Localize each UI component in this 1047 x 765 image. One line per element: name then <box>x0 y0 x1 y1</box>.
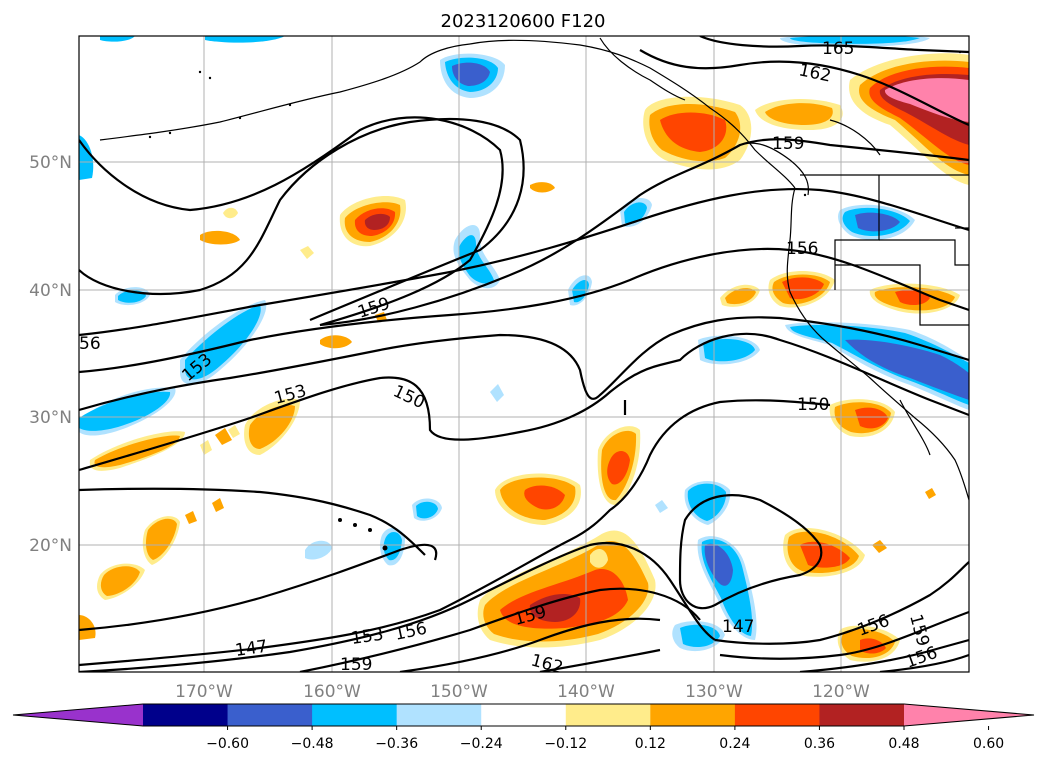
contour-147b <box>79 543 438 632</box>
colorbar-cell <box>143 704 229 726</box>
lon-label: 150°W <box>430 682 488 702</box>
contour-closed-low <box>678 494 823 610</box>
contour-label: 150 <box>797 395 829 415</box>
colorbar-cell <box>227 704 313 726</box>
colorbar-cell <box>734 704 820 726</box>
colorbar-tick-label: −0.48 <box>291 736 334 752</box>
colorbar: −0.60 −0.48 −0.36 −0.24 −0.12 0.12 0.24 0.36 0.4… <box>12 703 1035 752</box>
contour-162b <box>539 648 661 672</box>
contour-153b <box>79 541 716 672</box>
contour-label: 159 <box>772 134 804 154</box>
contour-156d <box>719 610 969 660</box>
contour-147 <box>79 487 426 556</box>
colorbar-tick-label: −0.24 <box>460 736 503 752</box>
contour-150b <box>79 399 831 667</box>
contour-label: 147 <box>234 637 269 661</box>
colorbar-tick-label: 0.60 <box>973 736 1004 752</box>
contour-147c <box>714 561 969 645</box>
map-frame <box>78 35 970 673</box>
lon-label: 170°W <box>175 682 233 702</box>
contour-156e <box>879 653 969 672</box>
colorbar-cell <box>396 704 482 726</box>
colorbar-cell <box>481 704 567 726</box>
contour-156 <box>79 187 969 337</box>
lon-label: 160°W <box>303 682 361 702</box>
latitude-labels: 50°N 40°N 30°N 20°N <box>29 153 72 556</box>
colorbar-tick-label: −0.12 <box>544 736 587 752</box>
contour-label: 56 <box>79 334 101 354</box>
colorbar-extend-low <box>13 704 143 726</box>
lat-label: 40°N <box>29 281 72 301</box>
lat-label: 30°N <box>29 408 72 428</box>
contour-159 <box>79 116 969 327</box>
lat-label: 20°N <box>29 536 72 556</box>
lon-label: 120°W <box>812 682 870 702</box>
contour-label: 165 <box>822 39 854 59</box>
longitude-labels: 170°W 160°W 150°W 140°W 130°W 120°W <box>175 682 870 702</box>
map-area: 165 162 159 156 159 56 153 153 150 150 1… <box>79 36 969 679</box>
contour-159d <box>799 638 969 672</box>
contour-label: 156 <box>786 239 818 259</box>
contour-label: 153 <box>350 625 385 649</box>
lon-label: 130°W <box>685 682 743 702</box>
contour-159b <box>79 117 525 322</box>
colorbar-tick-label: −0.36 <box>375 736 418 752</box>
map-title: 2023120600 F120 <box>441 11 606 32</box>
colorbar-tick-label: 0.24 <box>719 736 750 752</box>
colorbar-cell <box>565 704 651 726</box>
contour-156b <box>79 247 969 374</box>
contour-label: 147 <box>722 617 754 637</box>
contour-165 <box>699 36 969 54</box>
lon-label: 140°W <box>557 682 615 702</box>
colorbar-tick-label: 0.36 <box>804 736 835 752</box>
gridlines <box>79 36 969 672</box>
contour-159c <box>399 617 661 672</box>
colorbar-cell <box>819 704 905 726</box>
colorbar-outline <box>12 703 1035 727</box>
colorbar-extend-high <box>904 704 1034 726</box>
contour-156c <box>299 587 701 672</box>
lat-label: 50°N <box>29 153 72 173</box>
colorbar-tick-label: 0.48 <box>888 736 919 752</box>
coastlines <box>99 37 969 501</box>
colorbar-cell <box>650 704 736 726</box>
contour-label: 162 <box>529 651 566 679</box>
contour-150 <box>79 332 969 472</box>
colorbar-tick-label: −0.60 <box>206 736 249 752</box>
height-contours <box>79 36 969 672</box>
colorbar-cell <box>312 704 398 726</box>
colorbar-tick-label: 0.12 <box>635 736 666 752</box>
contour-162 <box>639 49 969 127</box>
contour-153 <box>79 316 969 412</box>
contour-label: 159 <box>340 655 372 675</box>
